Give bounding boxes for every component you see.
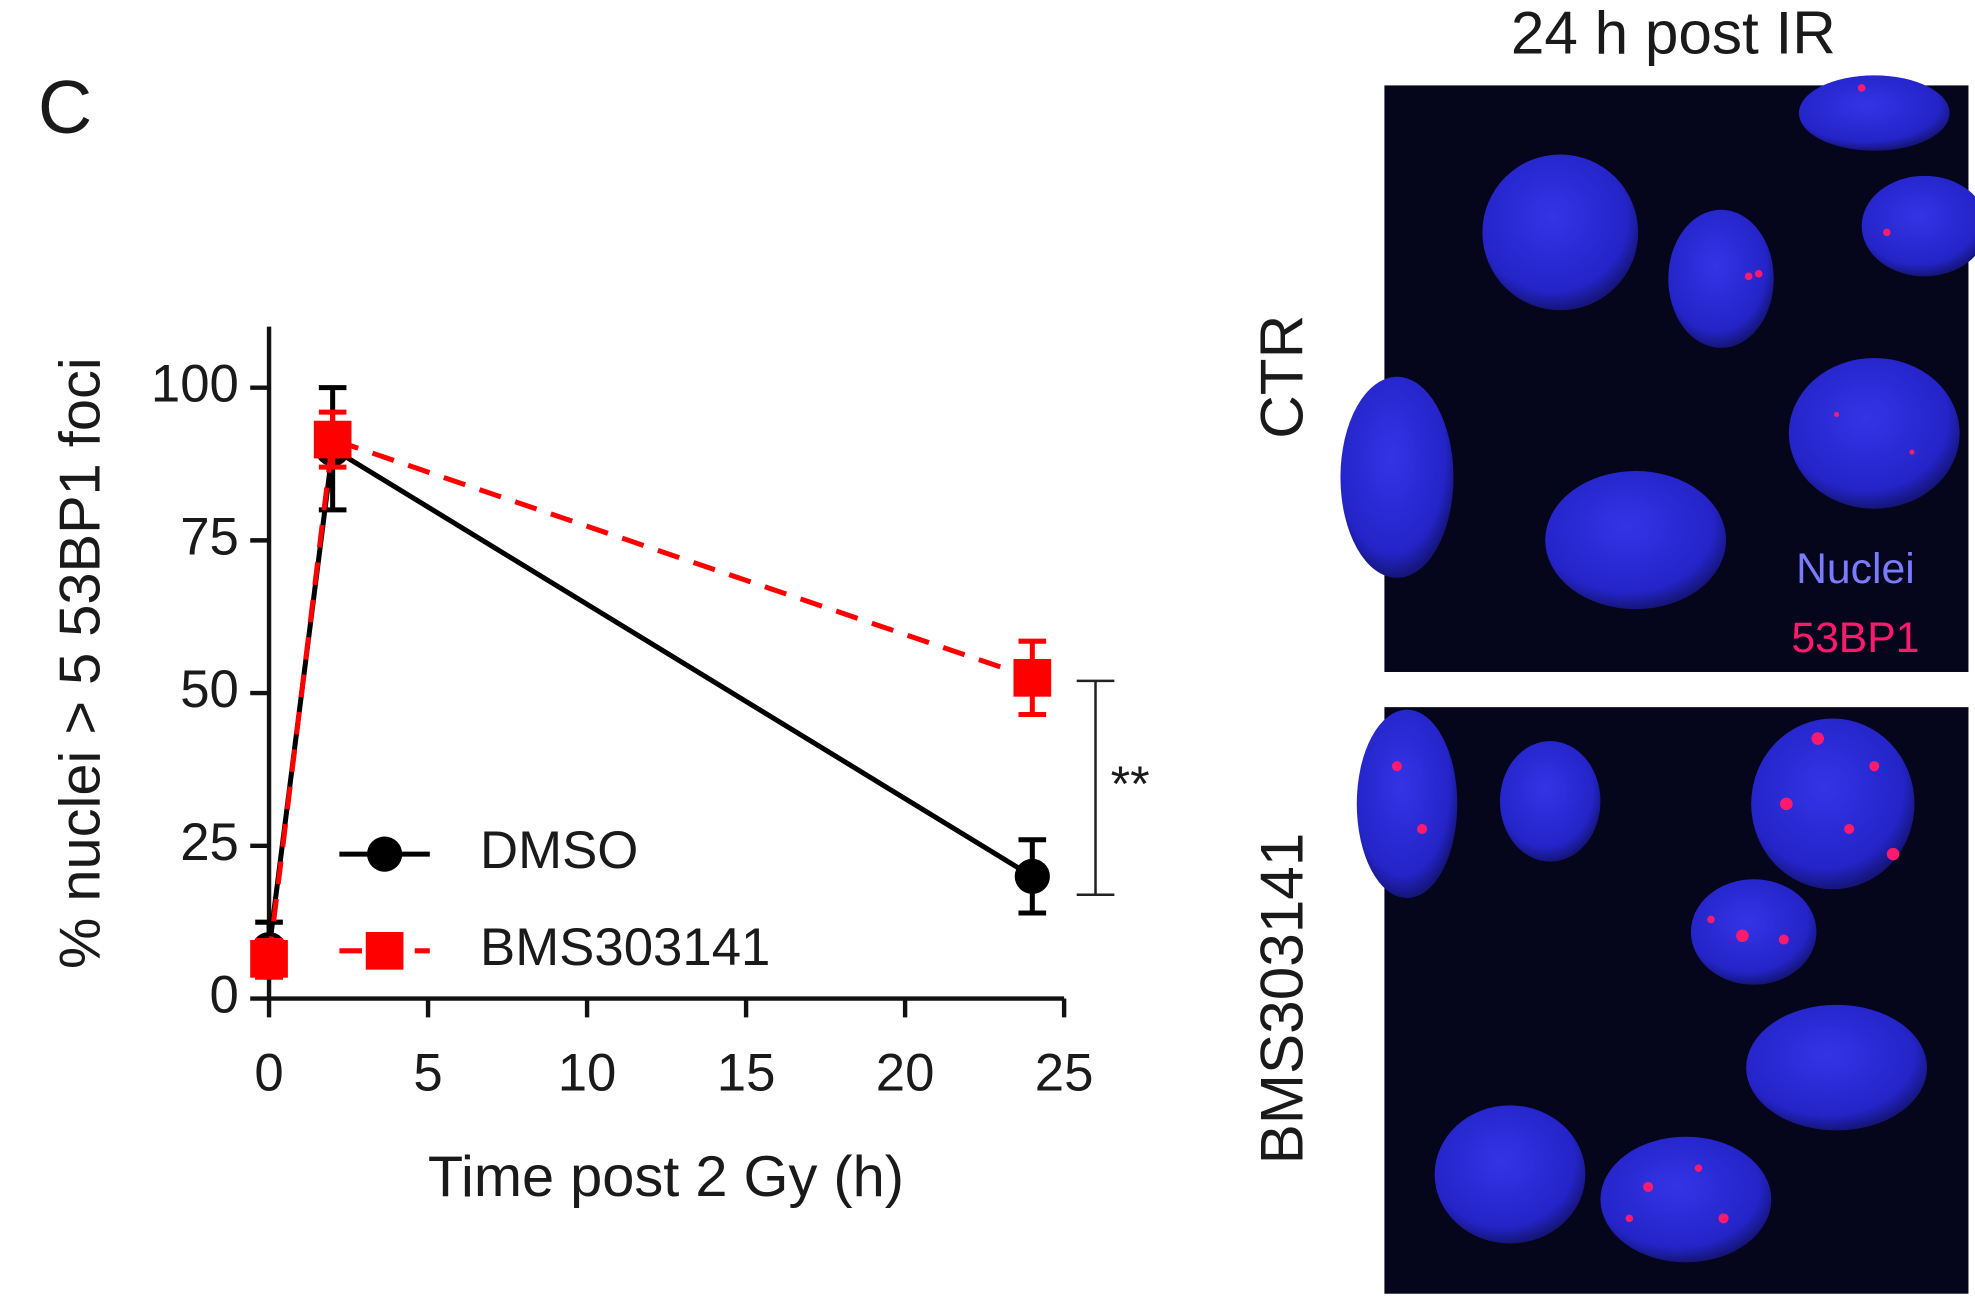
x-tick-label: 5 <box>413 1043 442 1102</box>
x-tick-label: 25 <box>1035 1043 1094 1102</box>
series-line <box>266 444 1034 950</box>
y-tick-label: 50 <box>180 660 239 719</box>
x-tick-label: 20 <box>876 1043 935 1102</box>
data-point <box>250 940 288 978</box>
images-title: 24 h post IR <box>1511 0 1836 67</box>
legend-label: DMSO <box>480 821 638 880</box>
data-point <box>1013 658 1052 697</box>
legend-label: BMS303141 <box>480 918 770 977</box>
x-tick-label: 0 <box>254 1043 283 1102</box>
micrograph-ctr <box>1340 75 1975 672</box>
channel-label: Nuclei <box>1796 545 1915 593</box>
data-point <box>313 420 352 459</box>
y-tick-label: 100 <box>151 355 239 414</box>
x-tick-label: 10 <box>558 1043 617 1102</box>
significance-label: ** <box>1111 756 1150 812</box>
data-point <box>1014 858 1050 894</box>
x-axis-label: Time post 2 Gy (h) <box>428 1145 904 1209</box>
series-line <box>266 436 1034 960</box>
y-tick-label: 25 <box>180 813 239 872</box>
y-axis-label: % nuclei > 5 53BP1 foci <box>49 357 113 969</box>
channel-label: 53BP1 <box>1791 614 1919 662</box>
row-label: CTR <box>1247 315 1315 439</box>
panel-label: C <box>38 65 92 149</box>
legend-marker <box>367 836 403 872</box>
y-tick-label: 0 <box>210 965 239 1024</box>
x-tick-label: 15 <box>717 1043 776 1102</box>
legend-marker <box>365 931 404 970</box>
row-label: BMS303141 <box>1247 833 1315 1165</box>
y-tick-label: 75 <box>180 507 239 566</box>
micrograph-bms303141 <box>1356 707 1969 1294</box>
